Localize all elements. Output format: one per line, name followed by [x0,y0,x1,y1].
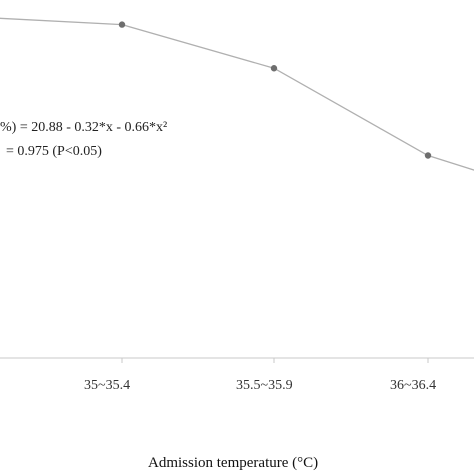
x-tick-label: 35~35.4 [84,378,130,393]
series-markers [118,21,432,159]
data-point-marker [270,65,278,72]
r-squared-text: = 0.975 (P<0.05) [6,144,102,159]
data-point-marker [424,152,432,159]
equation-text: %) = 20.88 - 0.32*x - 0.66*x² [0,120,167,135]
x-axis-title: Admission temperature (°C) [148,455,318,471]
x-tick-label: 35.5~35.9 [236,378,293,393]
series-line [0,17,474,171]
equation-annotation: %) = 20.88 - 0.32*x - 0.66*x² [0,120,167,135]
data-point-marker [118,21,126,28]
r-squared-annotation: = 0.975 (P<0.05) [6,144,102,159]
x-tick-label: 36~36.4 [390,378,436,393]
